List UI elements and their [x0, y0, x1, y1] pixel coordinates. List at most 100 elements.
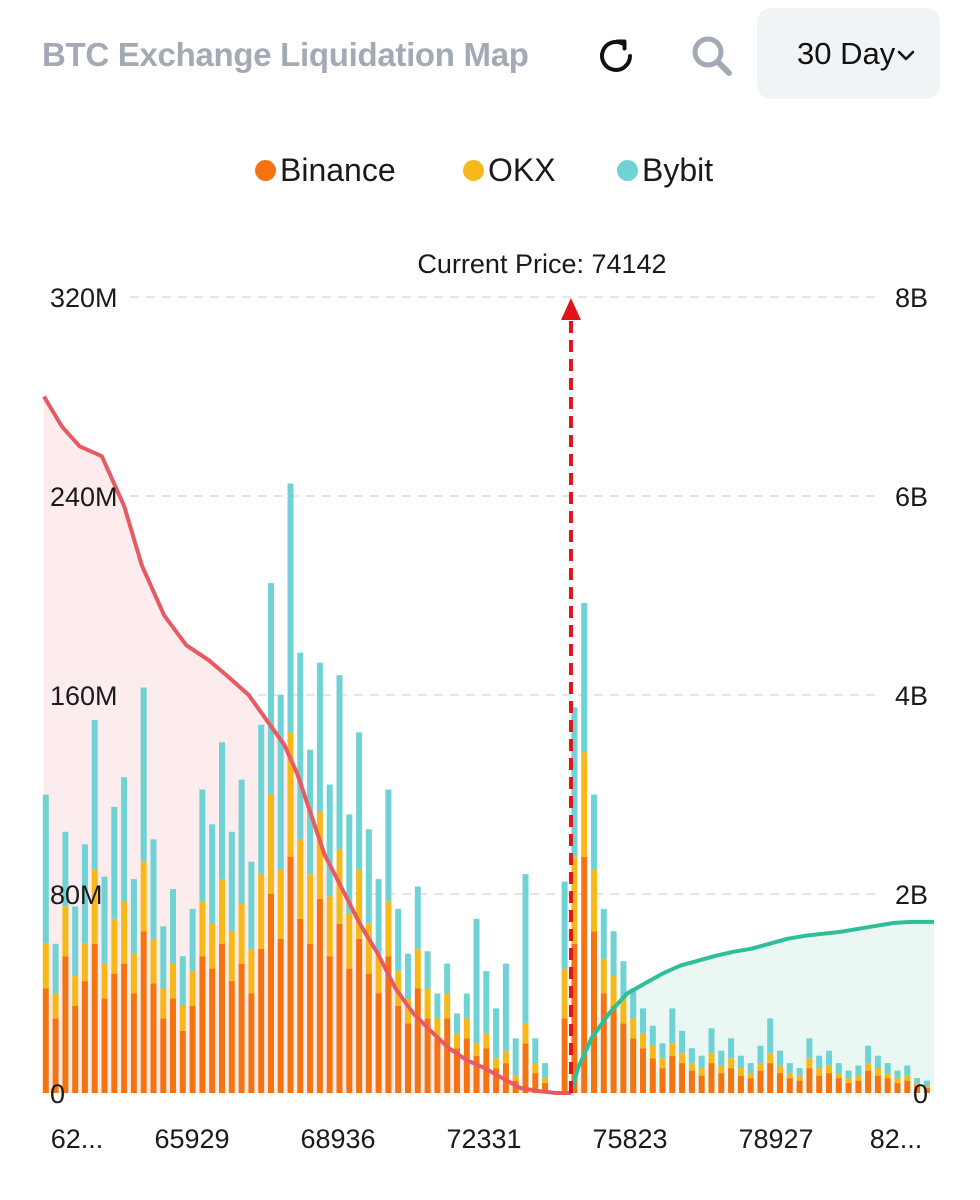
bar-bybit: [130, 879, 137, 954]
bar-bybit: [581, 603, 588, 753]
bar-bybit: [483, 971, 490, 1034]
refresh-button[interactable]: [588, 28, 644, 84]
bar-bybit: [150, 839, 157, 939]
bar-bybit: [894, 1070, 901, 1079]
bar-okx: [845, 1078, 852, 1084]
legend-dot-bybit: [617, 160, 638, 181]
bar-bybit: [757, 1045, 764, 1064]
bar-okx: [894, 1078, 901, 1084]
left-axis-tick: 240M: [50, 482, 118, 512]
bar-binance: [786, 1078, 793, 1093]
bar-binance: [356, 938, 363, 1093]
bar-bybit: [904, 1065, 911, 1076]
right-axis-tick: 6B: [895, 482, 928, 512]
bar-bybit: [248, 861, 255, 949]
bar-okx: [512, 1075, 519, 1081]
bar-binance: [62, 956, 69, 1093]
bar-bybit: [297, 652, 304, 840]
bar-binance: [640, 1048, 646, 1093]
bar-binance: [385, 956, 392, 1093]
bar-binance: [454, 1048, 460, 1093]
bar-okx: [718, 1065, 725, 1074]
bar-binance: [845, 1083, 852, 1093]
legend-item-binance[interactable]: Binance: [255, 152, 396, 189]
bar-okx: [493, 1058, 500, 1069]
bar-bybit: [923, 1080, 930, 1086]
right-axis-tick: 0: [913, 1079, 928, 1109]
legend-item-okx[interactable]: OKX: [463, 152, 556, 189]
bar-bybit: [405, 953, 411, 999]
bar-bybit: [855, 1065, 862, 1076]
bar-okx: [826, 1065, 832, 1074]
left-axis-tick: 0: [50, 1079, 65, 1109]
bar-binance: [121, 963, 128, 1093]
bar-binance: [238, 963, 245, 1093]
bar-bybit: [737, 1055, 744, 1069]
legend-dot-binance: [255, 160, 276, 181]
bar-binance: [767, 1063, 774, 1093]
bar-bybit: [874, 1055, 881, 1069]
bar-okx: [405, 998, 411, 1024]
search-button[interactable]: [684, 28, 740, 84]
bar-bybit: [845, 1070, 852, 1079]
bar-binance: [591, 931, 597, 1093]
bar-okx: [444, 993, 451, 1019]
right-axis-tick: 2B: [895, 880, 928, 910]
bar-okx: [737, 1068, 744, 1076]
period-select[interactable]: 30 Day: [757, 8, 940, 99]
bar-binance: [111, 973, 118, 1093]
chevron-down-icon: [897, 50, 915, 60]
bar-okx: [796, 1075, 803, 1081]
bar-binance: [179, 1030, 186, 1093]
left-axis-tick: 320M: [50, 283, 118, 313]
bar-okx: [865, 1063, 872, 1071]
bar-binance: [150, 983, 157, 1093]
bar-binance: [473, 1055, 480, 1093]
bar-binance: [297, 918, 304, 1093]
bar-okx: [679, 1053, 686, 1064]
bar-okx: [434, 1018, 441, 1039]
bar-bybit: [620, 961, 627, 999]
bar-binance: [209, 968, 216, 1093]
bar-bybit: [747, 1063, 754, 1074]
bar-bybit: [356, 732, 363, 870]
bar-binance: [463, 1038, 470, 1093]
bar-binance: [81, 981, 88, 1093]
bar-binance: [826, 1073, 832, 1093]
bar-binance: [395, 1005, 402, 1093]
bar-bybit: [42, 794, 49, 944]
bar-okx: [884, 1073, 891, 1079]
bar-okx: [698, 1068, 705, 1076]
legend-item-bybit[interactable]: Bybit: [617, 152, 713, 189]
bar-binance: [346, 968, 353, 1093]
bar-bybit: [189, 908, 196, 972]
bar-binance: [923, 1088, 930, 1093]
bar-binance: [316, 899, 323, 1093]
bar-okx: [855, 1075, 862, 1081]
bar-bybit: [914, 1078, 921, 1084]
bar-bybit: [884, 1063, 891, 1074]
bar-okx: [463, 1018, 470, 1039]
bar-bybit: [336, 675, 343, 850]
bar-binance: [268, 894, 274, 1093]
bar-binance: [336, 923, 343, 1093]
bar-bybit: [591, 794, 597, 870]
bar-okx: [806, 1058, 813, 1069]
bar-binance: [189, 1005, 196, 1093]
bar-bybit: [826, 1050, 832, 1066]
bar-okx: [160, 988, 167, 1019]
bar-binance: [718, 1073, 725, 1093]
bar-okx: [346, 913, 353, 969]
bar-bybit: [777, 1050, 783, 1066]
bar-binance: [816, 1075, 823, 1093]
bar-bybit: [649, 1025, 656, 1046]
bar-okx: [52, 993, 59, 1019]
bar-bybit: [91, 719, 98, 870]
bar-bybit: [806, 1038, 813, 1059]
bar-binance: [561, 1018, 568, 1093]
bar-okx: [81, 943, 88, 982]
current-price-label: Current Price: 74142: [417, 249, 666, 279]
bar-okx: [395, 971, 402, 1006]
refresh-icon: [600, 39, 632, 72]
bar-bybit: [160, 926, 167, 989]
